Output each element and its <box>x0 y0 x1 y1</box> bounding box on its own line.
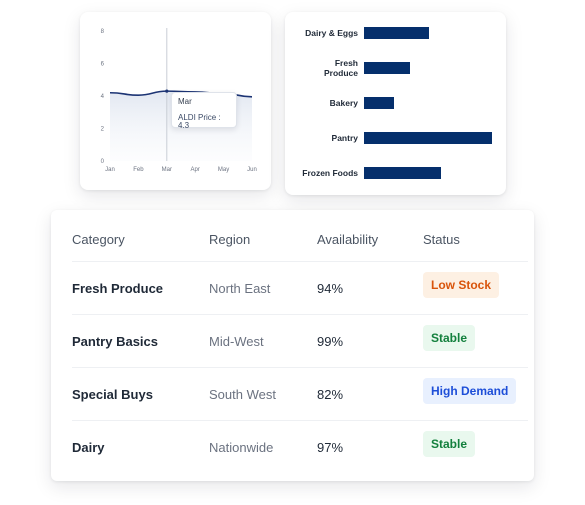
table-row[interactable]: Special Buys South West 82% High Demand <box>72 368 528 421</box>
table-row[interactable]: Pantry Basics Mid-West 99% Stable <box>72 315 528 368</box>
x-tick-label: Apr <box>191 167 200 173</box>
row-category: Pantry Basics <box>72 334 158 349</box>
row-availability: 99% <box>317 334 344 349</box>
y-tick-label: 4 <box>101 94 105 100</box>
row-region: South West <box>209 387 276 402</box>
y-tick-label: 0 <box>101 159 105 165</box>
header-status: Status <box>423 232 460 247</box>
bar[interactable] <box>364 97 394 109</box>
row-divider <box>72 367 528 368</box>
x-tick-label: Mar <box>162 167 172 173</box>
price-trend-card: 0 2 4 6 8 Jan Feb Mar Apr May Jun Mar ALDI Price :… <box>80 12 271 190</box>
bar[interactable] <box>364 132 492 144</box>
x-tick-label: Feb <box>133 167 144 173</box>
header-category: Category <box>72 232 125 247</box>
category-label: Pantry <box>332 133 359 143</box>
availability-table: Category Region Availability Status Fres… <box>51 210 534 481</box>
row-divider <box>72 314 528 315</box>
x-tick-label: May <box>218 167 229 173</box>
table-row[interactable]: Fresh Produce North East 94% Low Stock <box>72 262 528 315</box>
y-tick-label: 2 <box>101 127 105 133</box>
header-divider <box>72 261 528 262</box>
tooltip-label: Mar <box>178 97 192 106</box>
category-label: Frozen Foods <box>302 168 358 178</box>
hover-point <box>165 89 169 93</box>
status-badge: High Demand <box>423 378 517 404</box>
header-region: Region <box>209 232 251 247</box>
row-category: Dairy <box>72 440 105 455</box>
bar[interactable] <box>364 27 429 39</box>
row-region: Mid-West <box>209 334 264 349</box>
row-availability: 94% <box>317 281 344 296</box>
row-availability: 97% <box>317 440 344 455</box>
bar[interactable] <box>364 62 410 74</box>
category-label: Dairy & Eggs <box>305 28 358 38</box>
chart-tooltip: Mar ALDI Price : 4.3 <box>171 92 237 130</box>
header-availability: Availability <box>317 232 379 247</box>
row-region: North East <box>209 281 271 296</box>
category-label: Bakery <box>330 98 359 108</box>
y-tick-label: 8 <box>101 29 105 35</box>
status-badge: Stable <box>423 431 476 457</box>
row-category: Fresh Produce <box>72 281 164 296</box>
table-row[interactable]: Dairy Nationwide 97% Stable <box>72 421 528 474</box>
row-category: Special Buys <box>72 387 153 402</box>
status-badge: Low Stock <box>423 272 500 298</box>
status-badge: Stable <box>423 325 476 351</box>
x-tick-label: Jun <box>247 167 257 173</box>
tooltip-value: ALDI Price : 4.3 <box>178 113 221 130</box>
row-region: Nationwide <box>209 440 274 455</box>
category-label: Fresh Produce <box>324 58 358 78</box>
bar[interactable] <box>364 167 441 179</box>
category-bar-card: Dairy & Eggs Fresh Produce Bakery Pantry Froz… <box>285 12 506 195</box>
y-tick-label: 6 <box>101 62 105 68</box>
category-bar-chart: Dairy & Eggs Fresh Produce Bakery Pantry Froz… <box>302 27 492 179</box>
row-availability: 82% <box>317 387 344 402</box>
x-tick-label: Jan <box>105 167 115 173</box>
row-divider <box>72 420 528 421</box>
